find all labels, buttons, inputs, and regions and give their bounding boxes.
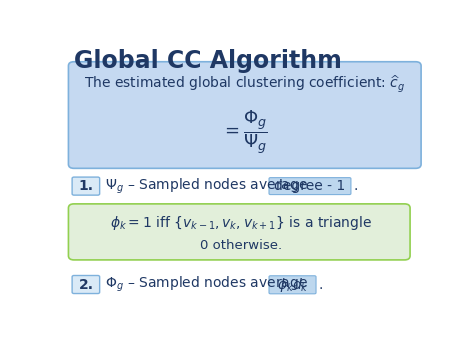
- FancyBboxPatch shape: [269, 276, 316, 294]
- Text: 2.: 2.: [79, 278, 93, 291]
- FancyBboxPatch shape: [68, 62, 421, 168]
- FancyBboxPatch shape: [72, 177, 100, 195]
- Text: The estimated global clustering coefficient: $\widehat{c}_g$: The estimated global clustering coeffici…: [84, 74, 405, 95]
- Text: $= \dfrac{\Phi_g}{\Psi_g}$: $= \dfrac{\Phi_g}{\Psi_g}$: [221, 108, 268, 156]
- Text: 1.: 1.: [79, 179, 93, 193]
- Text: .: .: [353, 179, 357, 193]
- Text: 0 otherwise.: 0 otherwise.: [200, 239, 282, 252]
- Text: $\Psi_g$ – Sampled nodes average: $\Psi_g$ – Sampled nodes average: [105, 176, 309, 196]
- Text: $\phi_k d_k$: $\phi_k d_k$: [276, 275, 309, 294]
- Text: degree - 1: degree - 1: [274, 179, 346, 193]
- Text: $\Phi_g$ – Sampled nodes average: $\Phi_g$ – Sampled nodes average: [105, 275, 309, 294]
- Text: .: .: [318, 278, 323, 291]
- FancyBboxPatch shape: [68, 204, 410, 260]
- Text: $\phi_k = 1$ iff $\{v_{k-1}, v_k, v_{k+1}\}$ is a triangle: $\phi_k = 1$ iff $\{v_{k-1}, v_k, v_{k+1…: [110, 214, 372, 232]
- Text: Global CC Algorithm: Global CC Algorithm: [74, 49, 342, 73]
- FancyBboxPatch shape: [72, 275, 100, 294]
- FancyBboxPatch shape: [269, 178, 351, 195]
